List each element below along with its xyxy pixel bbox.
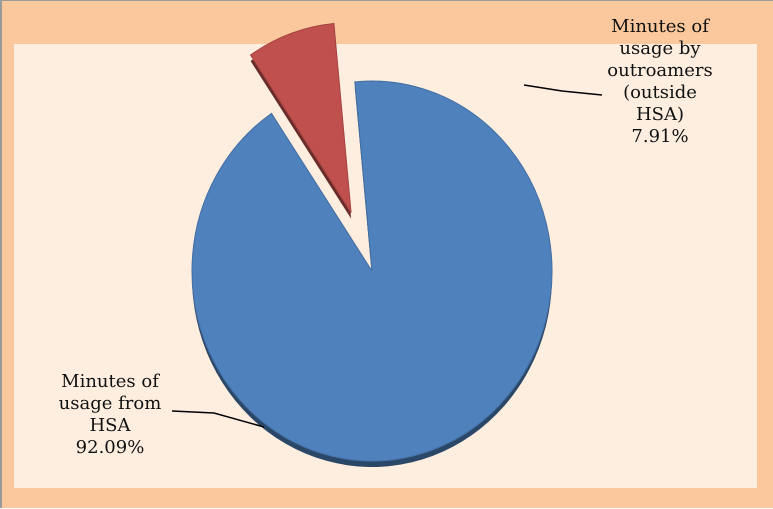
slice: [191, 80, 553, 462]
data-label: Minutes of usage from HSA 92.09%: [48, 371, 172, 459]
value-label: 92.09%: [75, 437, 145, 458]
value-label: 7.91%: [631, 126, 689, 147]
category-label: Minutes of usage by outroamers (outside …: [607, 16, 713, 125]
leader-line: [171, 410, 265, 428]
data-label: Minutes of usage by outroamers (outside …: [598, 16, 722, 148]
slice: [249, 22, 352, 213]
leader-line: [523, 84, 603, 96]
category-label: Minutes of usage from HSA: [58, 371, 162, 436]
